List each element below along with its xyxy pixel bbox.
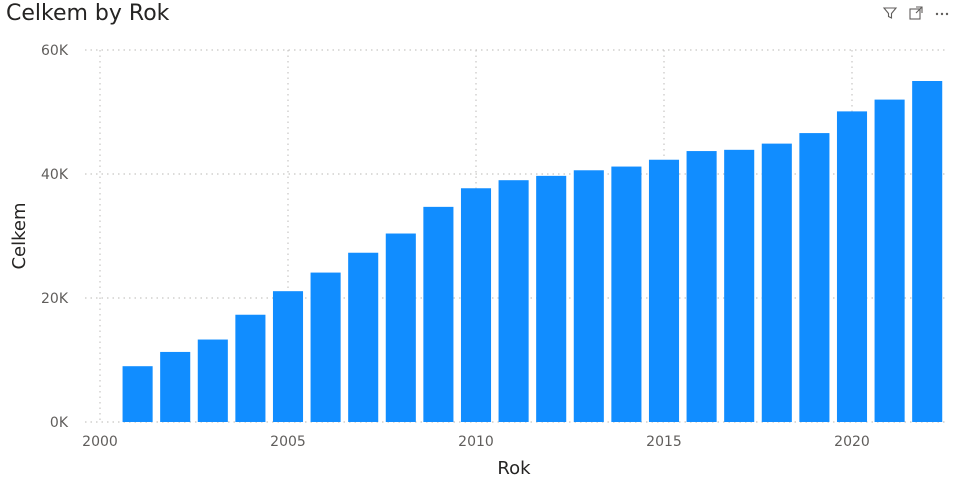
more-options-button[interactable] bbox=[933, 4, 951, 22]
bar-2015[interactable] bbox=[648, 159, 680, 423]
filter-icon bbox=[882, 7, 898, 19]
y-tick-label: 60K bbox=[41, 43, 69, 59]
bar-2020[interactable] bbox=[836, 111, 868, 422]
y-tick-label: 20K bbox=[41, 291, 69, 307]
x-tick-label: 2000 bbox=[82, 434, 118, 450]
bar-2013[interactable] bbox=[573, 170, 604, 422]
y-axis-ticks: 0K 20K 40K 60K bbox=[41, 43, 69, 431]
y-tick-label: 0K bbox=[50, 415, 69, 431]
y-tick-label: 40K bbox=[41, 167, 69, 183]
visual-header-toolbar bbox=[881, 4, 951, 22]
bar-2011[interactable] bbox=[498, 180, 529, 422]
x-axis-label: Rok bbox=[497, 458, 531, 479]
filter-button[interactable] bbox=[881, 4, 899, 22]
focus-mode-icon bbox=[909, 6, 923, 20]
more-options-icon bbox=[935, 12, 949, 16]
bar-2004[interactable] bbox=[235, 314, 266, 422]
bar-2016[interactable] bbox=[686, 151, 717, 422]
bar-2007[interactable] bbox=[348, 252, 379, 422]
bar-2010[interactable] bbox=[460, 188, 492, 422]
bar-2021[interactable] bbox=[874, 99, 905, 422]
x-tick-label: 2015 bbox=[646, 434, 682, 450]
bar-2008[interactable] bbox=[385, 233, 416, 422]
chart-title: Celkem by Rok bbox=[6, 1, 170, 26]
y-axis-label: Celkem bbox=[9, 202, 30, 269]
bar-2022[interactable] bbox=[912, 81, 943, 422]
x-tick-label: 2005 bbox=[270, 434, 306, 450]
bar-2003[interactable] bbox=[197, 339, 228, 422]
focus-mode-button[interactable] bbox=[907, 4, 925, 22]
bar-2009[interactable] bbox=[423, 206, 454, 422]
x-tick-label: 2010 bbox=[458, 434, 494, 450]
bar-2019[interactable] bbox=[799, 133, 830, 422]
bar-series bbox=[122, 81, 943, 423]
bar-2001[interactable] bbox=[122, 366, 153, 422]
bar-2014[interactable] bbox=[611, 166, 642, 422]
bar-2002[interactable] bbox=[160, 351, 191, 422]
bar-2006[interactable] bbox=[310, 272, 341, 422]
bar-2018[interactable] bbox=[761, 143, 792, 422]
bar-2012[interactable] bbox=[536, 175, 567, 422]
x-axis-ticks: 2000 2005 2010 2015 2020 bbox=[82, 434, 870, 450]
x-tick-label: 2020 bbox=[834, 434, 870, 450]
bar-2005[interactable] bbox=[272, 291, 304, 422]
bar-2017[interactable] bbox=[724, 149, 755, 422]
